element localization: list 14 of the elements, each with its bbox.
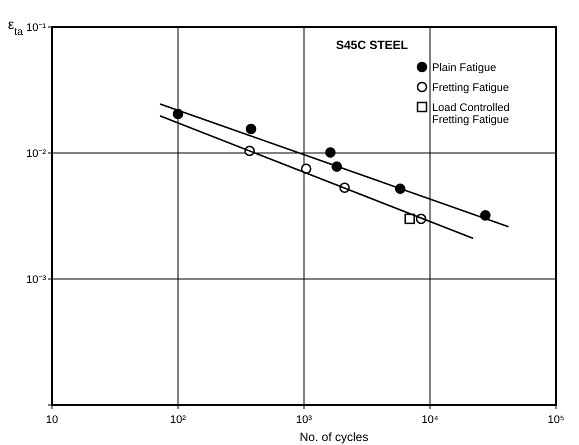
y-tick-label: 10⁻² [26,148,46,160]
x-tick-label: 10² [170,414,186,426]
x-axis-title: No. of cycles [300,430,368,444]
annotation: S45C STEEL [336,38,408,52]
x-tick-label: 10⁵ [548,414,564,426]
legend-label: Plain Fatigue [432,62,496,74]
x-tick-label: 10 [46,414,58,426]
x-tick-label: 10³ [296,414,312,426]
legend-label: Load Controlled Fretting Fatigue [432,102,510,126]
x-tick-label: 10⁴ [422,414,439,426]
y-tick-label: 10⁻¹ [26,22,46,34]
y-tick-label: 10⁻³ [26,274,46,286]
legend-label: Fretting Fatigue [432,82,510,94]
y-axis-title: ε$_{ta}$ [8,16,24,38]
